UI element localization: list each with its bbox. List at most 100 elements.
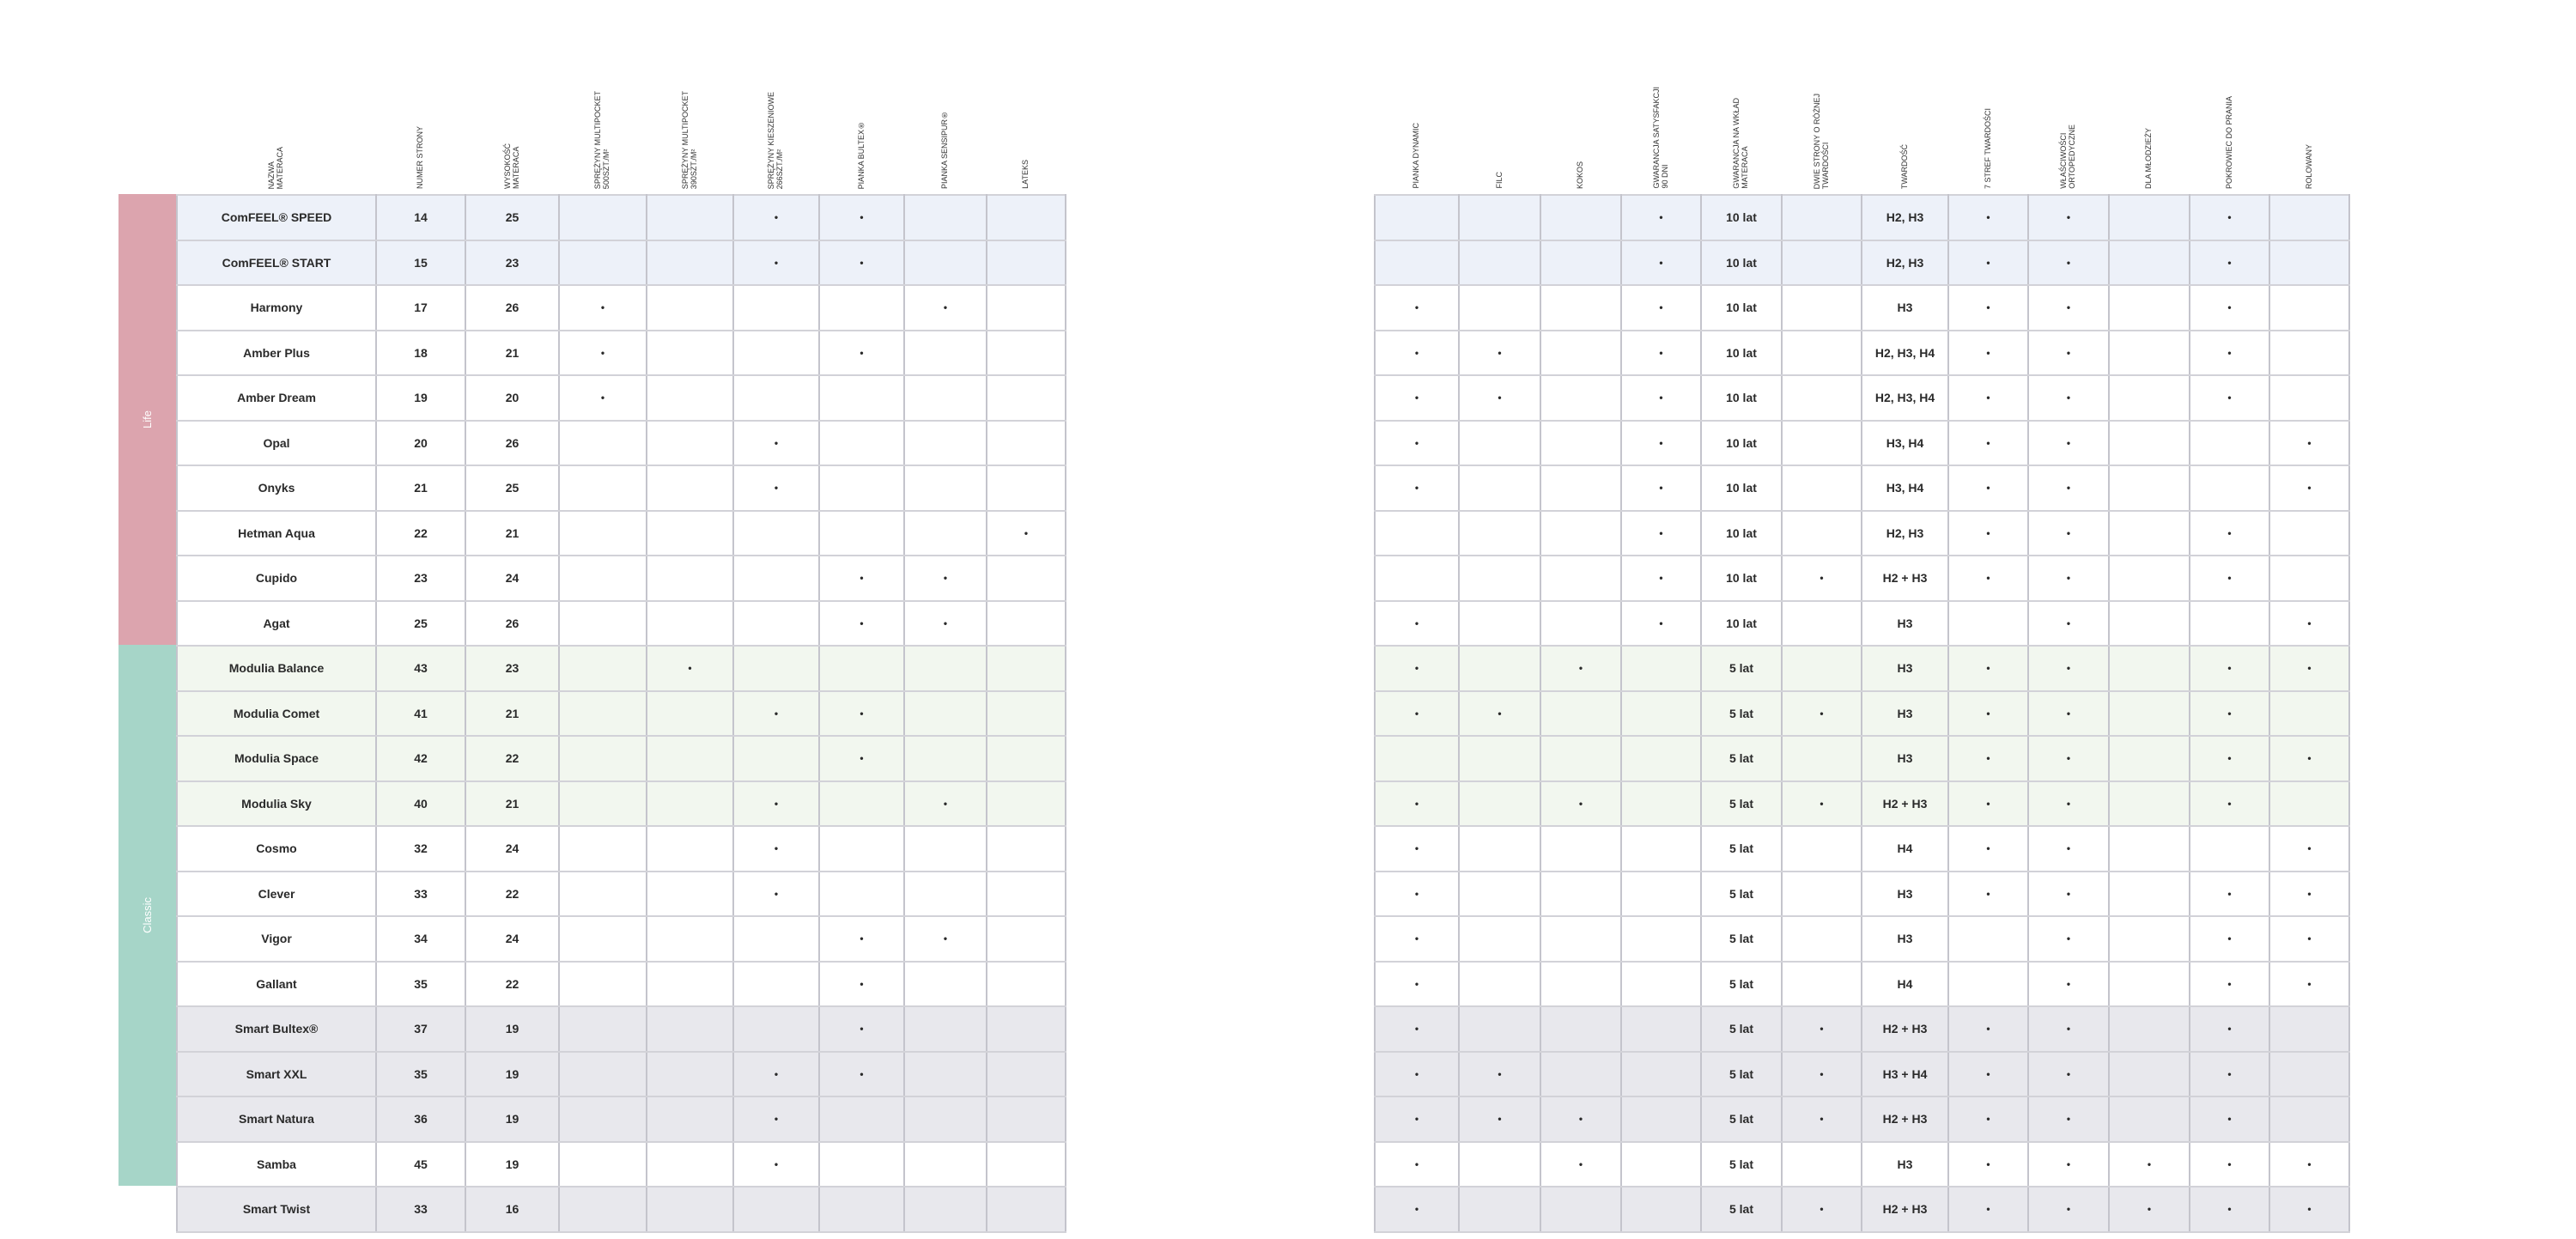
table-cell: 10 lat: [1700, 419, 1783, 466]
column-header: KOKOS: [1540, 26, 1620, 189]
table-cell: [646, 1140, 734, 1187]
mattress-name: Clever: [176, 870, 377, 917]
table-cell: [2108, 329, 2190, 376]
feature-dot: •: [2027, 1050, 2110, 1097]
table-row: • • 5 lat H3 • • • • •: [1374, 1140, 2350, 1187]
table-cell: [732, 599, 820, 647]
table-cell: [1781, 960, 1862, 1007]
table-cell: [1540, 419, 1622, 466]
feature-dot: •: [2269, 645, 2350, 692]
table-row: Modulia Space 42 22 •: [176, 735, 1066, 782]
table-row: • • • 10 lat H2, H3, H4 • • •: [1374, 374, 2350, 422]
feature-dot: •: [2189, 1050, 2270, 1097]
table-cell: [1620, 870, 1702, 917]
table-cell: [818, 1186, 905, 1233]
category-label: Life: [141, 410, 154, 428]
table-cell: [1374, 555, 1460, 602]
table-cell: [646, 374, 734, 422]
feature-dot: •: [558, 284, 647, 331]
table-cell: [1620, 780, 1702, 827]
feature-dot: •: [1620, 555, 1702, 602]
column-header: ROLOWANY: [2269, 26, 2348, 189]
feature-dot: •: [2189, 645, 2270, 692]
table-cell: [646, 239, 734, 286]
table-cell: [2108, 284, 2190, 331]
table-cell: 25: [465, 465, 560, 512]
feature-dot: •: [1620, 329, 1702, 376]
table-row: • • 5 lat • H3 + H4 • • •: [1374, 1050, 2350, 1097]
table-cell: 5 lat: [1700, 870, 1783, 917]
table-cell: [732, 915, 820, 963]
feature-dot: •: [2027, 689, 2110, 737]
column-header-label: DWIE STRONY O RÓŻNEJ TWARDOŚCI: [1812, 93, 1830, 189]
table-cell: [646, 555, 734, 602]
table-cell: [1620, 1050, 1702, 1097]
table-cell: [558, 419, 647, 466]
table-cell: [732, 1186, 820, 1233]
column-header: SPRĘŻYNY MULTIPOCKET 500szt./m²: [558, 26, 646, 189]
table-cell: H2 + H3: [1861, 1186, 1949, 1233]
table-cell: [1620, 1186, 1702, 1233]
table-cell: [1458, 870, 1541, 917]
table-row: Gallant 35 22 •: [176, 960, 1066, 1007]
column-header-label: POKROWIEC DO PRANIA: [2224, 95, 2233, 189]
column-header: DWIE STRONY O RÓŻNEJ TWARDOŚCI: [1781, 26, 1861, 189]
table-row: • • 10 lat H3 • • •: [1374, 284, 2350, 331]
table-row: Opal 20 26 •: [176, 419, 1066, 466]
table-cell: [558, 509, 647, 556]
table-cell: 18: [375, 329, 466, 376]
table-cell: 19: [465, 1050, 560, 1097]
feature-dot: •: [2027, 329, 2110, 376]
table-cell: 20: [465, 374, 560, 422]
table-cell: [558, 599, 647, 647]
table-cell: [1540, 735, 1622, 782]
table-cell: [2108, 555, 2190, 602]
feature-dot: •: [986, 509, 1066, 556]
table-cell: [1540, 1186, 1622, 1233]
table-cell: 15: [375, 239, 466, 286]
table-cell: [646, 419, 734, 466]
table-cell: [1781, 735, 1862, 782]
table-cell: [1620, 645, 1702, 692]
table-cell: [1458, 555, 1541, 602]
column-header: NUMER STRONY: [375, 26, 465, 189]
feature-dot: •: [2027, 555, 2110, 602]
table-cell: 5 lat: [1700, 915, 1783, 963]
table-cell: [1620, 915, 1702, 963]
table-cell: 23: [465, 239, 560, 286]
mattress-name: Modulia Comet: [176, 689, 377, 737]
feature-dot: •: [2027, 780, 2110, 827]
feature-dot: •: [2027, 735, 2110, 782]
table-cell: [818, 1096, 905, 1143]
table-cell: [2108, 465, 2190, 512]
feature-dot: •: [1620, 419, 1702, 466]
table-cell: [558, 194, 647, 241]
table-cell: H3: [1861, 645, 1949, 692]
table-cell: [1540, 329, 1622, 376]
table-cell: 22: [375, 509, 466, 556]
table-cell: [2108, 1096, 2190, 1143]
table-cell: [1540, 825, 1622, 872]
table-cell: [1540, 599, 1622, 647]
table-cell: 21: [465, 689, 560, 737]
feature-dot: •: [2027, 239, 2110, 286]
table-cell: [986, 284, 1066, 331]
table-cell: [558, 1005, 647, 1053]
table-cell: [903, 1186, 987, 1233]
table-cell: H3 + H4: [1861, 1050, 1949, 1097]
feature-dot: •: [2027, 870, 2110, 917]
column-header-label: WYSOKOŚĆ MATERACA: [502, 143, 520, 189]
table-cell: 23: [375, 555, 466, 602]
feature-dot: •: [1374, 780, 1460, 827]
table-cell: [986, 1140, 1066, 1187]
table-cell: [986, 419, 1066, 466]
feature-dot: •: [1781, 555, 1862, 602]
table-cell: 41: [375, 689, 466, 737]
table-cell: [1620, 1096, 1702, 1143]
table-cell: [1540, 555, 1622, 602]
table-cell: [2108, 194, 2190, 241]
feature-dot: •: [818, 960, 905, 1007]
table-cell: [2269, 284, 2350, 331]
table-cell: [558, 689, 647, 737]
table-cell: [903, 1140, 987, 1187]
